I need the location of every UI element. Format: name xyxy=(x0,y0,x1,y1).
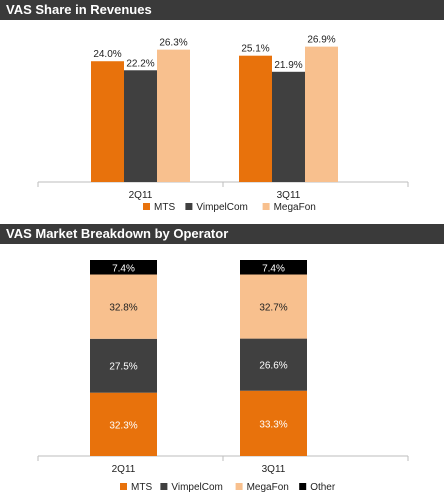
bar-mts-2q11 xyxy=(91,61,124,182)
bar-mts-3q11 xyxy=(239,55,272,182)
x-tick-label-2q11: 2Q11 xyxy=(129,190,153,201)
data-label-megafon-3q11: 32.7% xyxy=(259,303,287,314)
data-label-vimpelcom-3q11: 26.6% xyxy=(259,361,287,372)
data-label-other-2q11: 7.4% xyxy=(112,263,135,274)
legend-swatch-other xyxy=(299,483,307,490)
legend-swatch-megafon xyxy=(262,203,270,210)
vas-market-title: VAS Market Breakdown by Operator xyxy=(0,224,444,244)
vas-market-section: VAS Market Breakdown by Operator 32.3% 27… xyxy=(0,224,446,500)
legend-swatch-mts xyxy=(120,483,127,490)
bar-megafon-3q11 xyxy=(305,46,338,182)
segment-vimpelcom-3q11 xyxy=(240,338,307,391)
legend-swatch-megafon xyxy=(235,483,243,490)
vas-market-chart: 32.3% 27.5% 32.8% 7.4% 2Q11 33.3% 26.6% 32.7% 7.… xyxy=(37,260,409,493)
segment-mts-3q11 xyxy=(240,390,307,456)
x-tick-label-3q11: 3Q11 xyxy=(262,464,286,475)
legend-label-vimpelcom: VimpelCom xyxy=(171,482,223,493)
legend-swatch-vimpelcom xyxy=(185,203,193,210)
data-label-megafon-2q11: 32.8% xyxy=(109,303,137,314)
x-tick-label-2q11: 2Q11 xyxy=(112,464,136,475)
bar-vimpelcom-2q11 xyxy=(124,70,157,182)
data-label-vimpelcom-2q11: 27.5% xyxy=(109,362,137,373)
legend-label-megafon: MegaFon xyxy=(274,202,316,213)
data-label-vimpelcom-2q11: 22.2% xyxy=(126,58,154,69)
segment-vimpelcom-2q11 xyxy=(90,338,157,393)
data-label-mts-3q11: 33.3% xyxy=(259,419,287,430)
segment-mts-2q11 xyxy=(90,392,157,456)
vas-share-chart: 24.0% 22.2% 26.3% 2Q11 25.1% 21.9% 26.9% 3Q11 MT… xyxy=(37,35,409,213)
vas-share-section: VAS Share in Revenues 24.0% 22.2% 26.3% 2Q1… xyxy=(0,0,446,213)
data-label-megafon-2q11: 26.3% xyxy=(159,38,187,49)
vas-share-title: VAS Share in Revenues xyxy=(0,0,444,20)
legend-label-mts: MTS xyxy=(131,482,152,493)
legend-label-vimpelcom: VimpelCom xyxy=(196,202,248,213)
legend-label-megafon: MegaFon xyxy=(247,482,289,493)
segment-other-2q11 xyxy=(90,260,157,275)
x-tick-label-3q11: 3Q11 xyxy=(277,190,301,201)
segment-megafon-3q11 xyxy=(240,274,307,339)
legend-swatch-vimpelcom xyxy=(160,483,168,490)
data-label-mts-2q11: 24.0% xyxy=(93,49,121,60)
legend-label-mts: MTS xyxy=(154,202,175,213)
bar-megafon-2q11 xyxy=(157,49,190,182)
segment-megafon-2q11 xyxy=(90,274,157,339)
legend-swatch-mts xyxy=(143,203,150,210)
data-label-mts-3q11: 25.1% xyxy=(241,44,269,55)
data-label-mts-2q11: 32.3% xyxy=(109,420,137,431)
bar-vimpelcom-3q11 xyxy=(272,71,305,182)
segment-other-3q11 xyxy=(240,260,307,275)
data-label-megafon-3q11: 26.9% xyxy=(307,35,335,46)
legend-label-other: Other xyxy=(310,482,336,493)
data-label-other-3q11: 7.4% xyxy=(262,263,285,274)
data-label-vimpelcom-3q11: 21.9% xyxy=(274,60,302,71)
